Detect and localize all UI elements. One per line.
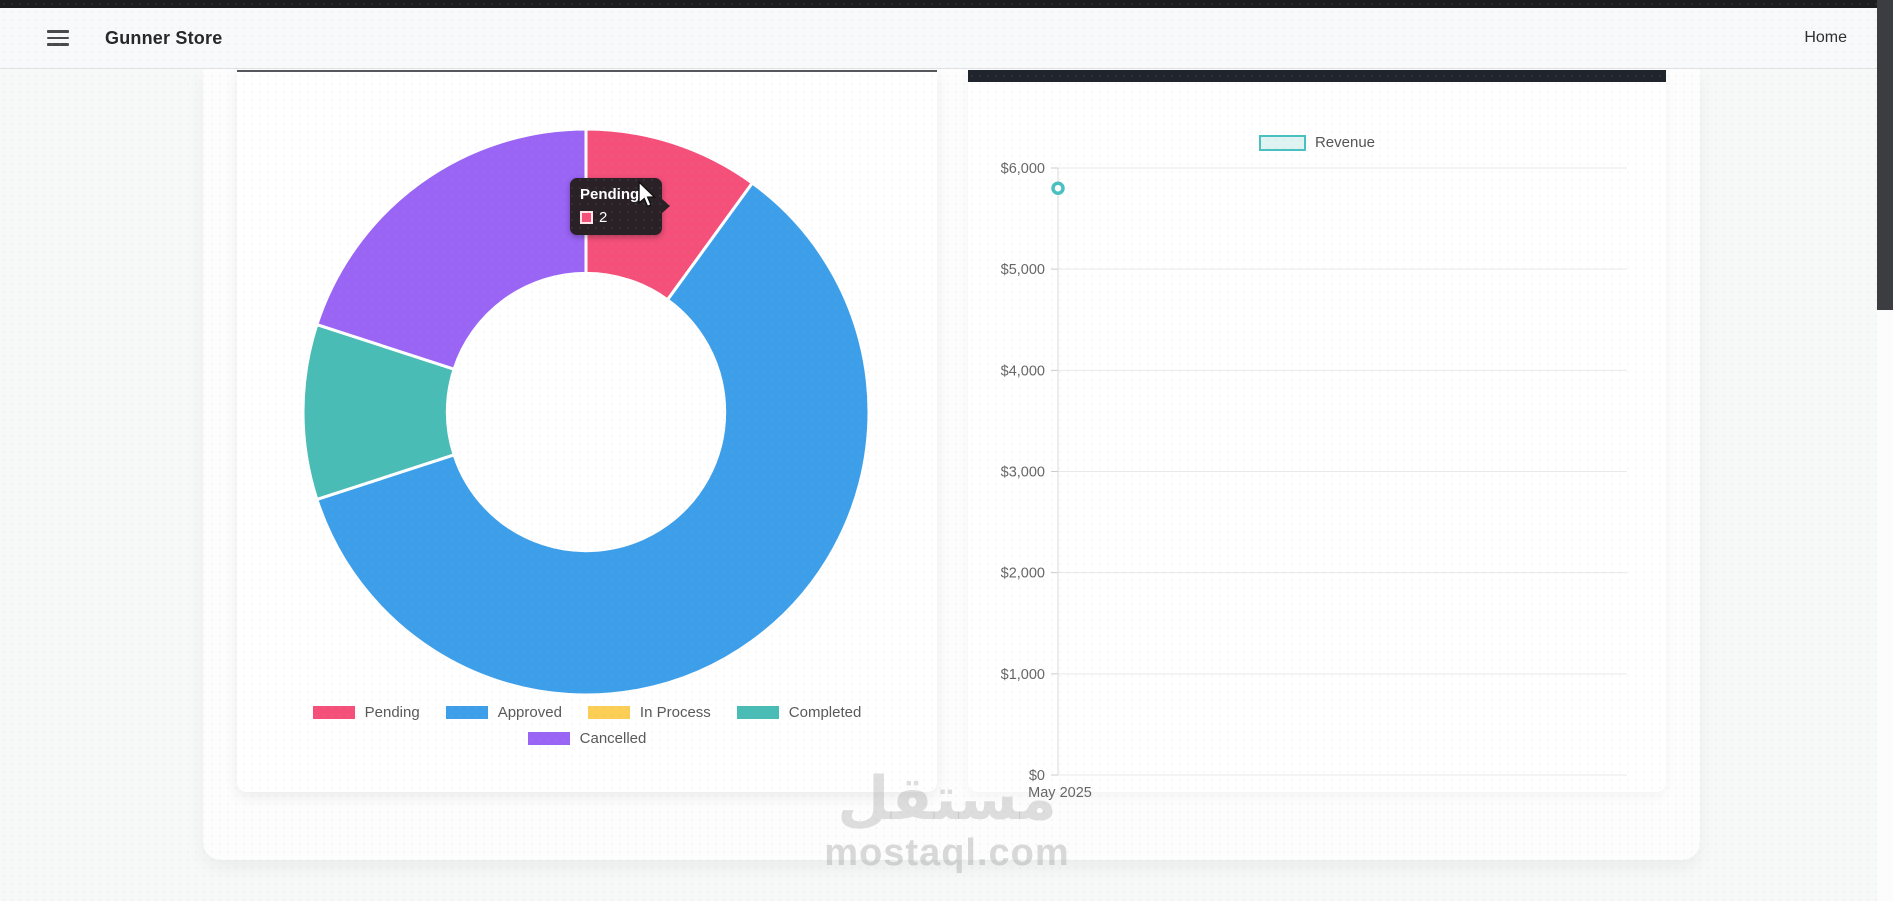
legend-row: Cancelled <box>527 730 647 747</box>
legend-swatch-icon <box>587 706 630 719</box>
revenue-legend-label: Revenue <box>1314 134 1376 151</box>
y-tick-label: $0 <box>1029 768 1045 784</box>
x-tick-label: May 2025 <box>1028 785 1092 801</box>
legend-item-label: Cancelled <box>579 730 647 747</box>
legend-item-label: Approved <box>497 704 562 721</box>
donut-segment-cancelled[interactable] <box>315 127 588 371</box>
legend-item-label: Pending <box>364 704 420 721</box>
hamburger-menu-button[interactable] <box>47 25 73 51</box>
legend-row: Pending Approved In Process Completed <box>312 704 862 721</box>
brand-title[interactable]: Gunner Store <box>105 27 223 48</box>
donut-segment-approved[interactable] <box>315 181 871 697</box>
y-tick-label: $4,000 <box>1001 363 1045 379</box>
revenue-legend-item[interactable]: Revenue <box>968 134 1666 151</box>
y-tick-label: $2,000 <box>1001 566 1045 582</box>
y-tick-label: $6,000 <box>1001 161 1045 177</box>
nav-link-home[interactable]: Home <box>1804 29 1847 46</box>
orders-donut-chart <box>301 127 871 697</box>
legend-item-label: In Process <box>639 704 711 721</box>
revenue-line-chart: $0 $1,000 $2,000 $3,000 $4,000 $5,000 $6,000 Ma… <box>1001 161 1627 801</box>
tooltip-value: 2 <box>599 209 608 226</box>
hamburger-icon <box>47 43 69 46</box>
legend-swatch-icon <box>736 706 779 719</box>
legend-item-in-process[interactable]: In Process <box>587 704 711 721</box>
tooltip-title: Pending <box>580 186 640 203</box>
legend-swatch-icon <box>527 732 570 745</box>
revenue-card: Revenue $0 $1,000 $2,000 $3,000 $4,000 $5,000… <box>968 70 1666 801</box>
donut-legend: Pending Approved In Process Completed Cancel… <box>237 704 937 747</box>
content-container: Pending 2 Pending Approved In Process Compl… <box>203 69 1700 860</box>
legend-item-cancelled[interactable]: Cancelled <box>527 730 647 747</box>
top-black-strip <box>0 0 1877 8</box>
legend-swatch-icon <box>312 706 355 719</box>
card-accent-bar <box>968 70 1666 82</box>
legend-item-approved[interactable]: Approved <box>445 704 562 721</box>
chart-tooltip: Pending 2 <box>570 178 670 235</box>
revenue-swatch-icon <box>1258 134 1306 151</box>
legend-item-completed[interactable]: Completed <box>736 704 862 721</box>
scrollbar-thumb[interactable] <box>1877 0 1893 310</box>
legend-swatch-icon <box>445 706 488 719</box>
y-tick-label: $1,000 <box>1001 667 1045 683</box>
orders-status-card: Pending 2 Pending Approved In Process Compl… <box>237 70 937 792</box>
y-tick-label: $5,000 <box>1001 262 1045 278</box>
legend-item-label: Completed <box>788 704 862 721</box>
revenue-data-point[interactable] <box>1051 181 1065 195</box>
scrollbar-track[interactable] <box>1877 0 1893 901</box>
hamburger-icon <box>47 36 69 40</box>
hamburger-icon <box>47 30 69 33</box>
legend-item-pending[interactable]: Pending <box>312 704 420 721</box>
navbar: Gunner Store Home <box>0 8 1877 69</box>
y-tick-label: $3,000 <box>1001 465 1045 481</box>
color-swatch-icon <box>580 211 593 224</box>
mouse-cursor-icon <box>638 180 657 208</box>
